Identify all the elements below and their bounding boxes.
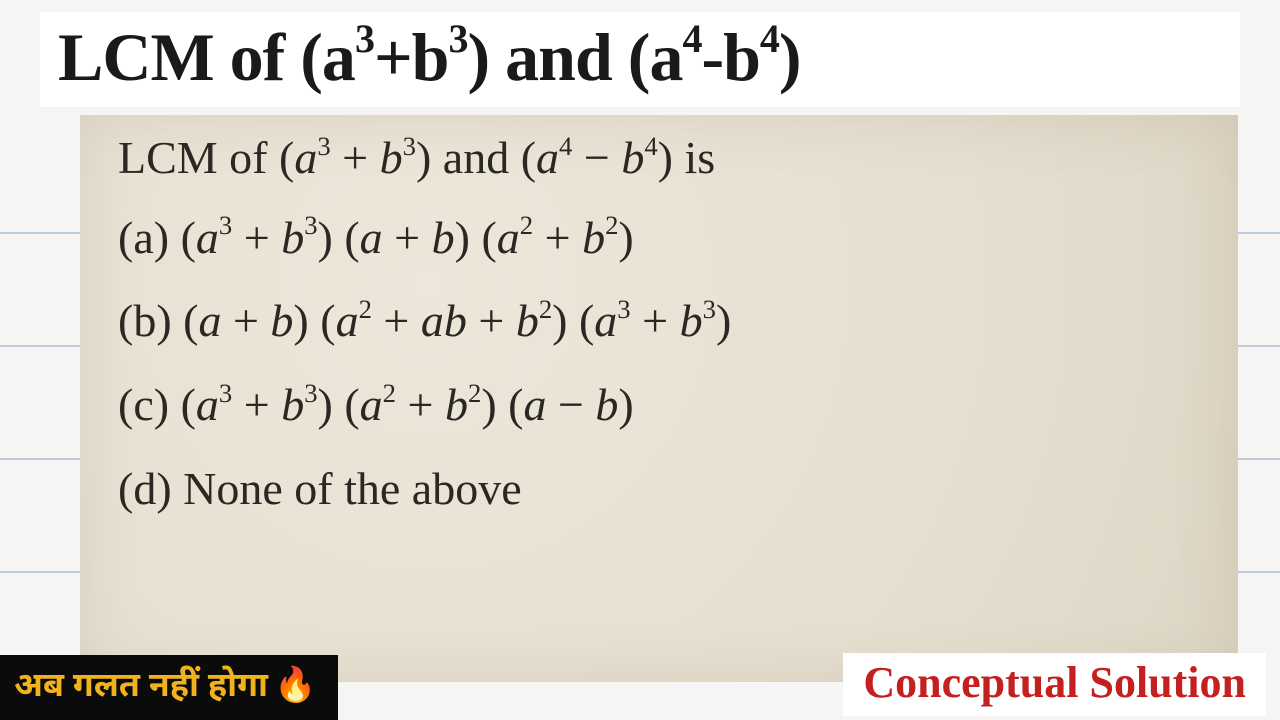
tagline-left: अब गलत नहीं होगा 🔥 bbox=[0, 655, 338, 720]
tagline-left-text: अब गलत नहीं होगा bbox=[14, 666, 268, 710]
title-banner: LCM of (a3+b3) and (a4-b4) bbox=[40, 12, 1240, 107]
title-text: LCM of (a3+b3) and (a4-b4) bbox=[58, 18, 1222, 97]
option-d: (d) None of the above bbox=[118, 464, 1208, 514]
question-line: LCM of (a3 + b3) and (a4 − b4) is bbox=[118, 133, 1208, 183]
question-paper: LCM of (a3 + b3) and (a4 − b4) is (a) (a… bbox=[80, 115, 1238, 682]
tagline-right: Conceptual Solution bbox=[843, 653, 1266, 716]
tagline-right-text: Conceptual Solution bbox=[863, 658, 1246, 707]
option-c: (c) (a3 + b3) (a2 + b2) (a − b) bbox=[118, 380, 1208, 430]
option-a: (a) (a3 + b3) (a + b) (a2 + b2) bbox=[118, 213, 1208, 263]
option-b: (b) (a + b) (a2 + ab + b2) (a3 + b3) bbox=[118, 296, 1208, 346]
fire-icon: 🔥 bbox=[274, 665, 316, 710]
